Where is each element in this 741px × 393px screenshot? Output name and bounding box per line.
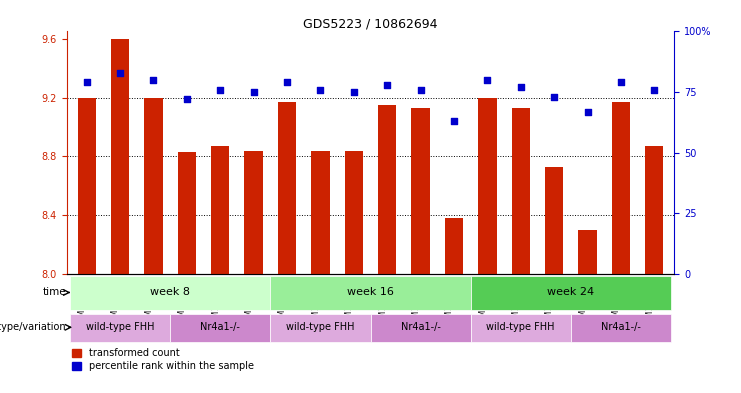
FancyBboxPatch shape [70,276,270,310]
Point [582,108,594,115]
FancyBboxPatch shape [471,276,671,310]
FancyBboxPatch shape [70,314,170,342]
Bar [578,230,597,274]
Point [348,89,359,95]
Text: week 16: week 16 [347,288,394,298]
Point [314,86,326,93]
Title: GDS5223 / 10862694: GDS5223 / 10862694 [303,17,438,30]
Text: week 8: week 8 [150,288,190,298]
Text: Nr4a1-/-: Nr4a1-/- [401,322,440,332]
FancyBboxPatch shape [370,314,471,342]
Point [114,70,126,76]
Text: Nr4a1-/-: Nr4a1-/- [601,322,641,332]
Legend: transformed count, percentile rank within the sample: transformed count, percentile rank withi… [72,348,254,371]
Bar [211,146,230,274]
Point [247,89,259,95]
Point [615,79,627,86]
Point [548,94,560,100]
Text: wild-type FHH: wild-type FHH [286,322,355,332]
Bar [245,151,263,274]
Point [515,84,527,90]
FancyBboxPatch shape [471,314,571,342]
Bar [645,146,663,274]
FancyBboxPatch shape [270,314,370,342]
FancyBboxPatch shape [270,276,471,310]
Bar [345,151,363,274]
Text: time: time [42,288,66,298]
Bar [511,108,530,274]
Point [81,79,93,86]
Bar [278,102,296,274]
Point [181,96,193,103]
Point [415,86,427,93]
Bar [78,97,96,274]
Bar [445,218,463,274]
Bar [111,39,129,274]
Bar [144,97,163,274]
FancyBboxPatch shape [170,314,270,342]
FancyBboxPatch shape [571,314,671,342]
Text: week 24: week 24 [548,288,594,298]
Bar [411,108,430,274]
Bar [178,152,196,274]
Point [382,82,393,88]
Text: wild-type FHH: wild-type FHH [86,322,154,332]
Bar [478,97,496,274]
Point [448,118,460,125]
Point [648,86,660,93]
Text: Nr4a1-/-: Nr4a1-/- [200,322,240,332]
Point [482,77,494,83]
Bar [545,167,563,274]
Point [147,77,159,83]
Text: wild-type FHH: wild-type FHH [487,322,555,332]
Bar [311,151,330,274]
Text: genotype/variation: genotype/variation [0,322,66,332]
Point [214,86,226,93]
Bar [612,102,630,274]
Point [281,79,293,86]
Bar [378,105,396,274]
